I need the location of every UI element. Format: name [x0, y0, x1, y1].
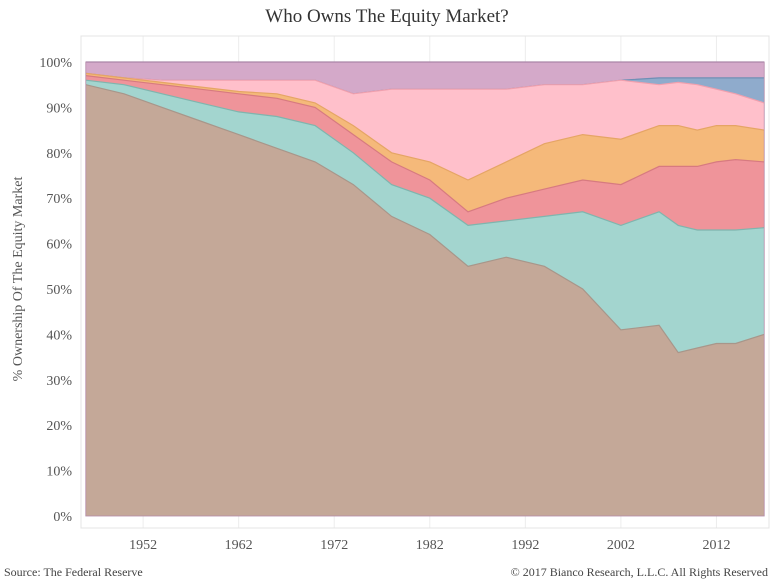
chart-title: Who Owns The Equity Market? — [265, 6, 509, 27]
area-series-3-edge — [85, 75, 765, 213]
area-series-1-edge — [85, 84, 765, 354]
area-series-5 — [85, 73, 765, 180]
y-tick-label: 30% — [46, 374, 72, 389]
x-axis-ticks: 1952 1962 1972 1982 1992 2002 2012 — [129, 538, 730, 553]
y-tick-label: 40% — [46, 328, 72, 343]
y-axis-ticks: 0% 10% 20% 30% 40% 50% 60% 70% 80% 90% 100% — [39, 56, 72, 525]
area-series-3 — [85, 75, 765, 230]
x-tick-label: 1982 — [416, 538, 444, 553]
area-series-1 — [85, 84, 765, 516]
area-series-4-edge — [85, 72, 765, 181]
y-tick-label: 60% — [46, 238, 72, 253]
y-tick-label: 50% — [46, 283, 72, 298]
plot-frame — [80, 35, 770, 529]
x-tick-label: 1992 — [511, 538, 539, 553]
y-tick-label: 20% — [46, 419, 72, 434]
area-series-2 — [85, 80, 765, 353]
stack-outline — [85, 61, 765, 517]
axes — [80, 35, 770, 529]
y-tick-label: 70% — [46, 192, 72, 207]
x-tick-label: 2002 — [607, 538, 635, 553]
x-tick-label: 2012 — [702, 538, 730, 553]
source-note: Source: The Federal Reserve — [4, 565, 143, 579]
copyright-note: © 2017 Bianco Research, L.L.C. All Right… — [510, 565, 768, 579]
y-tick-label: 80% — [46, 147, 72, 162]
x-tick-label: 1972 — [320, 538, 348, 553]
area-series-4 — [85, 73, 765, 212]
x-tick-label: 1952 — [129, 538, 157, 553]
y-axis-title: % Ownership Of The Equity Market — [11, 177, 26, 382]
y-tick-label: 100% — [39, 56, 72, 71]
y-tick-label: 90% — [46, 101, 72, 116]
area-series-5-edge — [85, 72, 765, 104]
y-tick-label: 0% — [53, 510, 72, 525]
area-series-2-edge — [85, 79, 765, 231]
x-tick-label: 1962 — [225, 538, 253, 553]
stacked-areas — [85, 61, 765, 517]
y-tick-label: 10% — [46, 465, 72, 480]
area-series-7 — [85, 62, 765, 94]
